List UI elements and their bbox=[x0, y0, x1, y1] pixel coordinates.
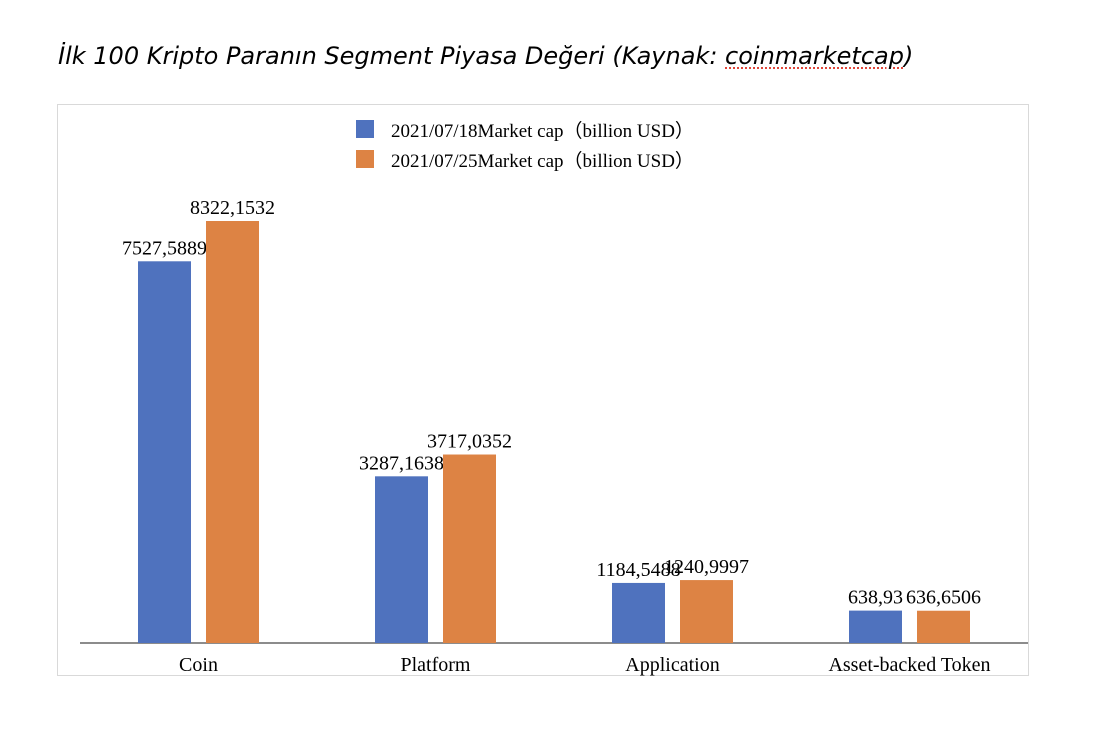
chart-legend: 2021/07/18Market cap（billion USD） 2021/0… bbox=[356, 114, 694, 174]
data-label-series-2: 8322,1532 bbox=[190, 197, 275, 219]
bar-series-1-coin bbox=[138, 261, 191, 643]
bar-series-2-application bbox=[680, 580, 733, 643]
data-label-series-2: 3717,0352 bbox=[427, 431, 512, 453]
title-end: ) bbox=[903, 42, 914, 70]
data-label-series-2: 1240,9997 bbox=[664, 556, 749, 578]
chart-frame bbox=[57, 104, 1029, 676]
legend-item-series-2: 2021/07/25Market cap（billion USD） bbox=[356, 144, 694, 174]
data-label-series-1: 3287,1638 bbox=[359, 452, 444, 474]
legend-swatch-series-2 bbox=[356, 150, 374, 168]
legend-item-series-1: 2021/07/18Market cap（billion USD） bbox=[356, 114, 694, 144]
title-source: coinmarketcap bbox=[725, 42, 904, 70]
x-tick-label: Asset-backed Token bbox=[828, 654, 990, 676]
bar-series-2-asset-backed-token bbox=[917, 610, 970, 643]
title-main: İlk 100 Kripto Paranın Segment Piyasa De… bbox=[58, 42, 726, 70]
data-label-series-1: 638,93 bbox=[848, 587, 903, 609]
data-label-series-1: 7527,5889 bbox=[122, 237, 207, 259]
x-tick-label: Coin bbox=[179, 654, 218, 676]
x-tick-label: Application bbox=[625, 654, 719, 676]
bar-series-1-application bbox=[612, 582, 665, 643]
bar-series-1-asset-backed-token bbox=[849, 610, 902, 643]
data-label-series-1: 1184,5488 bbox=[596, 559, 680, 581]
legend-label-series-2: 2021/07/25Market cap（billion USD） bbox=[391, 150, 694, 172]
bar-series-1-platform bbox=[375, 476, 428, 643]
bar-series-2-platform bbox=[443, 454, 496, 643]
data-label-series-2: 636,6506 bbox=[906, 587, 981, 609]
legend-swatch-series-1 bbox=[356, 120, 374, 138]
bar-series-2-coin bbox=[206, 221, 259, 643]
page-title: İlk 100 Kripto Paranın Segment Piyasa De… bbox=[58, 42, 913, 70]
legend-label-series-1: 2021/07/18Market cap（billion USD） bbox=[391, 120, 694, 142]
x-tick-label: Platform bbox=[401, 654, 471, 676]
